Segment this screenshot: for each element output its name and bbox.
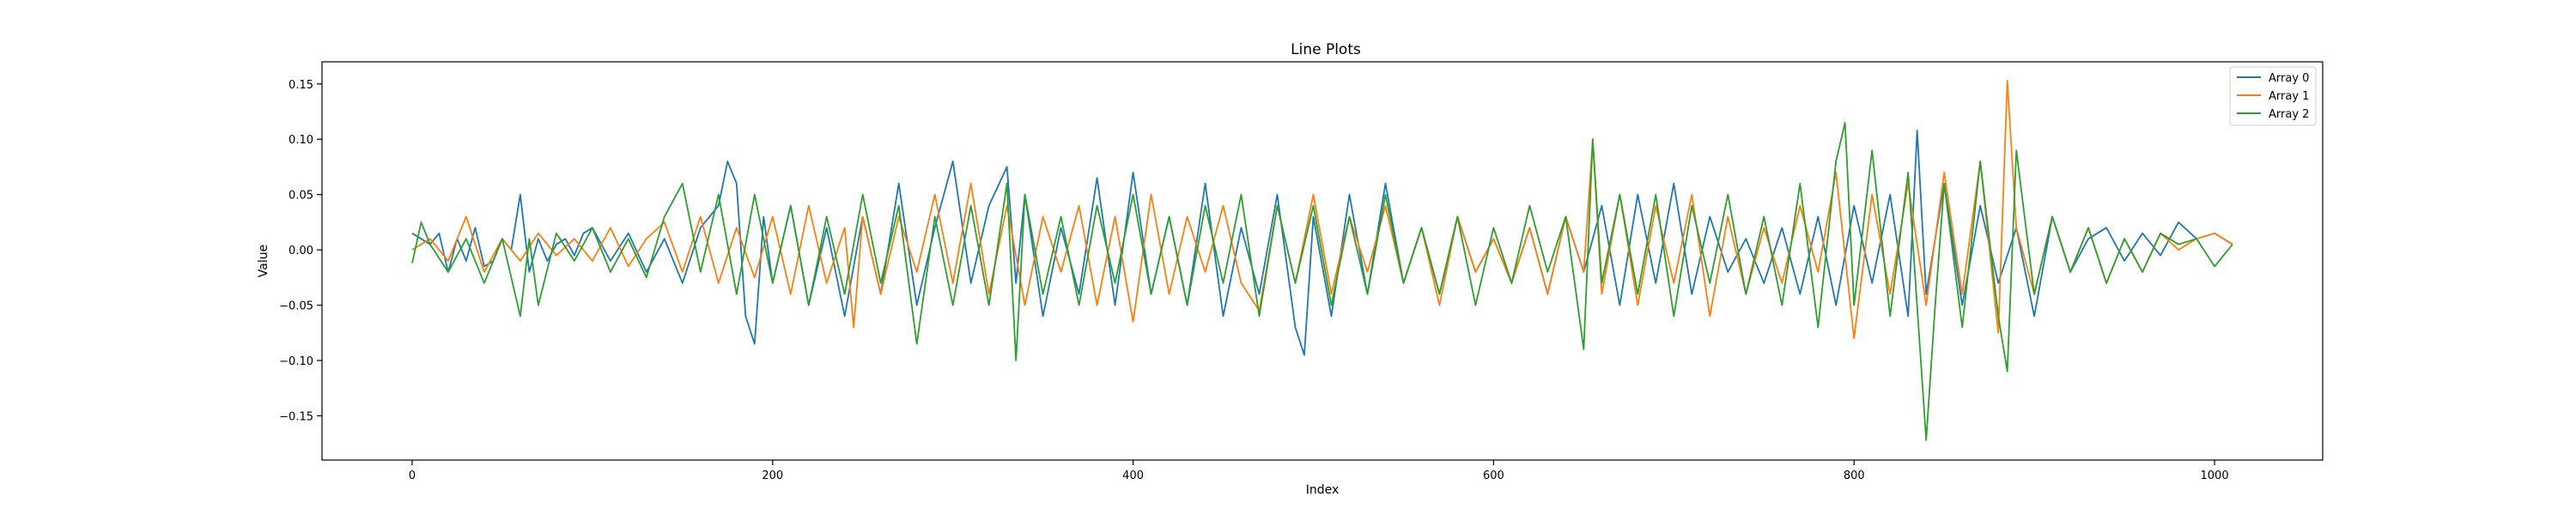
y-axis: −0.15 −0.10 −0.05 0.00 0.05 0.10 0.15 — [279, 79, 322, 423]
plot-area-frame — [321, 61, 2324, 461]
series-lines — [411, 80, 2233, 441]
x-tick-label: 1000 — [2201, 470, 2229, 482]
legend-box — [2229, 66, 2317, 126]
y-tick-label: −0.05 — [279, 300, 313, 313]
x-axis-label: Index — [1306, 483, 1340, 497]
legend-label-1: Array 0 — [2269, 72, 2309, 85]
series-line-2 — [411, 80, 2233, 340]
x-tick-label: 400 — [1122, 470, 1144, 482]
series-line-1 — [411, 129, 2233, 356]
y-axis-label: Value — [257, 245, 270, 277]
x-tick-label: 600 — [1483, 470, 1504, 482]
y-tick-label: 0.10 — [289, 134, 313, 147]
y-tick-label: 0.05 — [289, 190, 313, 203]
series-line-3 — [411, 121, 2233, 441]
y-tick-label: −0.15 — [279, 410, 313, 423]
legend: Array 0 Array 1 Array 2 — [2229, 66, 2317, 126]
legend-label-3: Array 2 — [2269, 108, 2309, 121]
y-tick-label: −0.10 — [279, 355, 313, 368]
y-tick-label: 0.15 — [289, 79, 313, 92]
x-tick-label: 800 — [1844, 470, 1865, 482]
chart-title: Line Plots — [1291, 41, 1361, 58]
x-tick-label: 0 — [409, 470, 416, 482]
x-axis: 0 200 400 600 800 1000 — [409, 460, 2229, 482]
x-tick-label: 200 — [762, 470, 783, 482]
legend-label-2: Array 1 — [2269, 90, 2309, 103]
y-tick-label: 0.00 — [289, 245, 313, 258]
